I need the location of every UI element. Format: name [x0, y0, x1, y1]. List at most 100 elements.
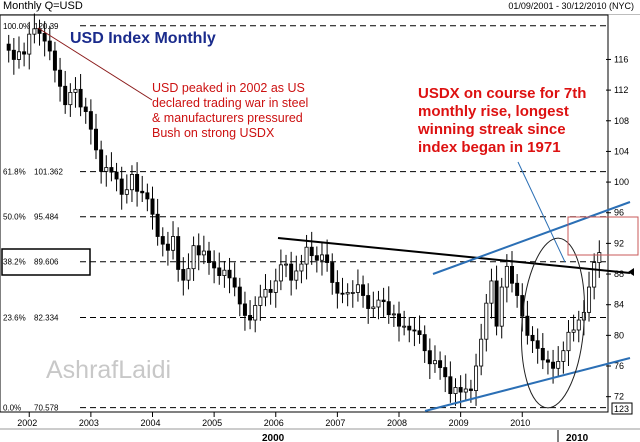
fib-value-label: 120.39 — [34, 22, 59, 31]
candle-down — [22, 51, 27, 55]
fib-pct-label: 61.8% — [3, 168, 26, 177]
candle-down — [494, 280, 499, 327]
candle-down — [438, 360, 443, 368]
candle-down — [448, 376, 453, 395]
x-secondary-label: 2000 — [262, 433, 285, 442]
candle-down — [47, 40, 52, 52]
candle-down — [196, 245, 201, 256]
fib-value-label: 95.484 — [34, 213, 59, 222]
candle-down — [268, 288, 273, 293]
candle-up — [587, 286, 592, 313]
candle-up — [186, 268, 191, 281]
y-tick-label: 92 — [614, 238, 624, 248]
candle-up — [345, 292, 350, 295]
x-tick-label: 2005 — [202, 418, 222, 428]
candle-down — [83, 106, 88, 112]
candle-up — [263, 288, 268, 298]
channel-upper-line — [432, 201, 631, 275]
candle-up — [453, 387, 458, 395]
candle-down — [145, 192, 150, 200]
candle-up — [371, 306, 376, 309]
x-tick-label: 2007 — [325, 418, 345, 428]
y-tick-label: 88 — [614, 269, 624, 279]
candle-down — [309, 246, 314, 257]
candle-down — [237, 286, 242, 305]
candle-down — [427, 350, 432, 365]
candle-up — [355, 284, 360, 293]
candle-down — [248, 315, 253, 321]
y-tick-label: 104 — [614, 146, 629, 156]
candle-down — [289, 263, 294, 281]
candle-down — [545, 359, 550, 363]
candle-up — [191, 245, 196, 270]
candle-up — [432, 360, 437, 365]
candle-up — [463, 388, 468, 393]
candle-up — [129, 174, 134, 191]
usdx-pointer-line — [517, 161, 566, 263]
candle-up — [27, 33, 32, 55]
watermark: AshrafLaidi — [46, 356, 171, 384]
candle-up — [402, 325, 407, 328]
y-tick-label: 84 — [614, 300, 624, 310]
candle-down — [78, 88, 83, 108]
candle-down — [6, 43, 11, 51]
candle-down — [551, 361, 556, 369]
candle-up — [484, 302, 489, 340]
candle-down — [386, 301, 391, 316]
candle-up — [16, 51, 21, 60]
y-tick-label: 72 — [614, 392, 624, 402]
candle-up — [597, 252, 602, 263]
candle-down — [88, 111, 93, 130]
x-tick-label: 2003 — [79, 418, 99, 428]
peak-pointer-line — [37, 27, 153, 101]
fib-value-label: 82.334 — [34, 313, 59, 322]
candle-up — [171, 236, 176, 251]
candle-down — [119, 178, 124, 195]
usdx-annotation: USDX on course for 7th monthly rise, lon… — [417, 85, 591, 156]
rally-ellipse — [521, 237, 585, 409]
candle-down — [412, 329, 417, 332]
x-tick-label: 2008 — [387, 418, 407, 428]
fib-pct-label: 0.0% — [3, 404, 21, 413]
candle-down — [330, 262, 335, 283]
fib-pct-label: 100.0% — [3, 22, 30, 31]
fib-value-label: 70.578 — [34, 404, 59, 413]
y-tick-label: 116 — [614, 54, 628, 64]
y-tick-label: 80 — [614, 330, 624, 340]
last-value-box — [611, 402, 633, 415]
candle-up — [566, 331, 571, 352]
candle-down — [361, 284, 366, 296]
candle-down — [540, 347, 545, 361]
candle-up — [284, 263, 289, 266]
candle-up — [32, 28, 37, 35]
candle-down — [366, 295, 371, 309]
candle-down — [140, 190, 145, 194]
candle-up — [104, 167, 109, 172]
candle-up — [561, 350, 566, 362]
candle-up — [258, 296, 263, 306]
candle-up — [489, 280, 494, 304]
candle-down — [42, 32, 47, 42]
candle-up — [124, 189, 129, 195]
candle-up — [278, 264, 283, 282]
x-tick-label: 2004 — [141, 418, 161, 428]
plot-area — [0, 14, 609, 413]
candle-down — [99, 149, 104, 172]
current-price-marker — [628, 268, 634, 276]
candle-down — [206, 250, 211, 263]
x-tick-label: 2002 — [17, 418, 37, 428]
candle-down — [227, 269, 232, 279]
candle-down — [135, 174, 140, 192]
candle-down — [325, 254, 330, 263]
candle-down — [181, 269, 186, 281]
candle-down — [381, 299, 386, 303]
fib-pct-label: 50.0% — [3, 213, 26, 222]
candle-down — [176, 236, 181, 270]
candle-up — [68, 92, 73, 106]
last-value-label: 123 — [614, 404, 629, 414]
candle-up — [319, 254, 324, 261]
peak-annotation: USD peaked in 2002 as US declared tradin… — [152, 81, 312, 140]
candle-up — [304, 246, 309, 265]
candle-down — [314, 255, 319, 261]
x-secondary-label: 2010 — [566, 433, 589, 442]
